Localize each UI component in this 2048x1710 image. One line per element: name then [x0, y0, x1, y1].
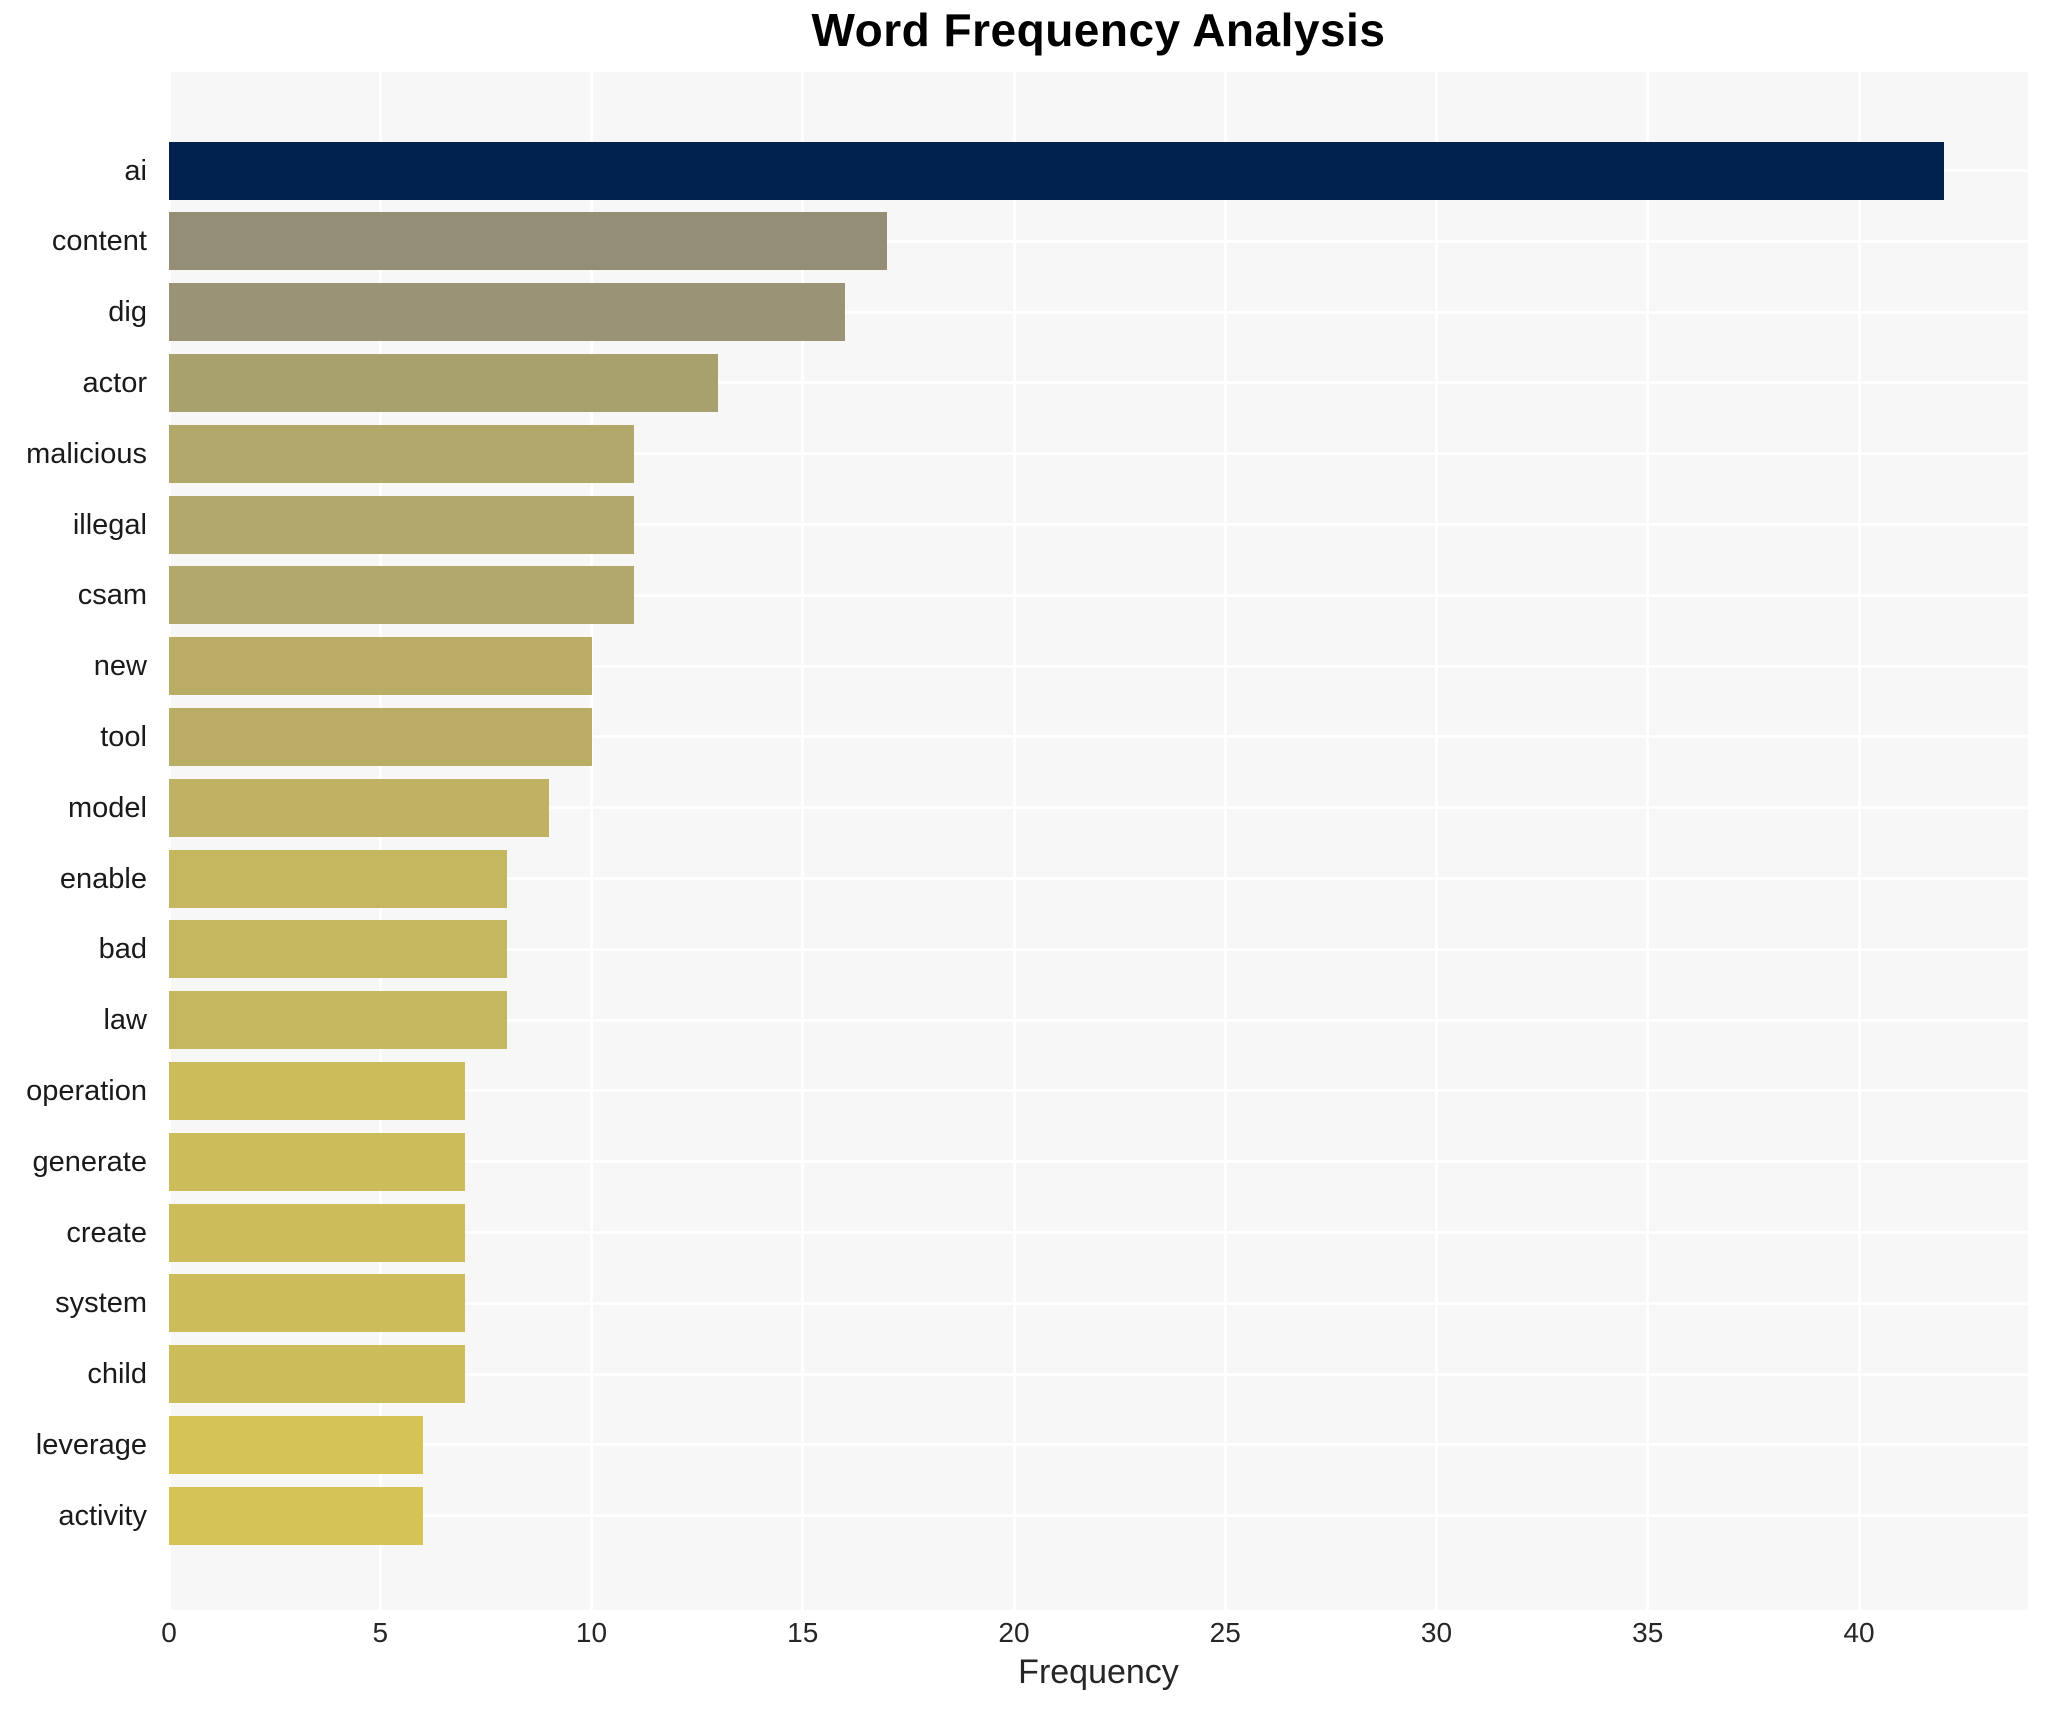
y-tick-label-csam: csam	[77, 579, 147, 612]
gridline-vertical	[167, 72, 171, 1610]
gridline-horizontal	[169, 806, 2028, 810]
x-tick-label: 15	[787, 1617, 819, 1648]
y-tick-label-illegal: illegal	[72, 508, 147, 541]
bar-child	[169, 1345, 465, 1404]
gridline-horizontal	[169, 664, 2028, 668]
y-tick-label-actor: actor	[82, 366, 147, 399]
chart-title: Word Frequency Analysis	[811, 4, 1386, 56]
x-tick-label: 35	[1632, 1617, 1664, 1648]
gridline-horizontal	[169, 1160, 2028, 1164]
gridline-horizontal	[169, 1018, 2028, 1022]
y-tick-label-generate: generate	[32, 1145, 148, 1178]
gridline-vertical	[1857, 72, 1861, 1610]
y-tick-label-bad: bad	[98, 933, 147, 966]
gridline-horizontal	[169, 310, 2028, 314]
bar-activity	[169, 1486, 423, 1545]
bar-bad	[169, 920, 507, 979]
bar-csam	[169, 566, 634, 625]
y-tick-label-ai: ai	[124, 154, 147, 187]
plot-area	[167, 72, 2028, 1610]
x-tick-label: 40	[1843, 1617, 1875, 1648]
gridline-vertical	[1646, 72, 1650, 1610]
gridline-horizontal	[169, 1514, 2028, 1518]
bar-operation	[169, 1061, 465, 1120]
bar-content	[169, 212, 888, 271]
x-tick-label: 5	[372, 1617, 389, 1648]
bar-law	[169, 991, 507, 1050]
gridline-horizontal	[169, 523, 2028, 526]
y-tick-label-activity: activity	[58, 1499, 147, 1532]
gridline-horizontal	[169, 593, 2028, 597]
x-tick-label: 25	[1209, 1617, 1241, 1648]
x-tick-label: 20	[998, 1617, 1030, 1648]
y-tick-label-tool: tool	[100, 720, 147, 753]
y-tick-label-system: system	[55, 1287, 147, 1320]
x-tick-label: 0	[161, 1617, 177, 1648]
bar-illegal	[169, 495, 634, 554]
gridline-horizontal	[169, 1231, 2028, 1234]
gridline-horizontal	[169, 877, 2028, 880]
x-axis-title: Frequency	[1018, 1653, 1179, 1691]
bar-enable	[169, 849, 507, 908]
gridline-horizontal	[169, 735, 2028, 739]
gridline-horizontal	[169, 947, 2028, 951]
gridline-horizontal	[169, 1089, 2028, 1093]
gridline-horizontal	[169, 1443, 2028, 1447]
bar-tool	[169, 707, 592, 766]
y-tick-label-law: law	[103, 1004, 147, 1037]
gridline-vertical	[590, 72, 593, 1610]
gridline-vertical	[1223, 72, 1227, 1610]
y-tick-label-leverage: leverage	[35, 1428, 147, 1461]
gridline-horizontal	[169, 1301, 2028, 1305]
bar-model	[169, 778, 550, 837]
x-tick-label: 10	[575, 1617, 608, 1648]
gridline-vertical	[1435, 72, 1438, 1610]
bar-malicious	[169, 424, 634, 483]
y-tick-label-content: content	[51, 225, 147, 258]
x-tick-label: 30	[1420, 1617, 1453, 1648]
gridline-horizontal	[169, 381, 2028, 385]
y-tick-label-dig: dig	[108, 296, 147, 329]
y-tick-label-child: child	[87, 1358, 147, 1391]
gridline-horizontal	[169, 239, 2028, 243]
bar-leverage	[169, 1415, 423, 1474]
gridline-horizontal	[169, 1372, 2028, 1376]
bar-new	[169, 637, 592, 696]
bar-ai	[169, 141, 1944, 200]
y-tick-label-malicious: malicious	[26, 437, 147, 470]
y-axis-labels: ai content dig actor malicious illegal csam new…	[0, 72, 157, 1610]
bar-dig	[169, 283, 845, 342]
bar-generate	[169, 1132, 465, 1191]
bar-system	[169, 1274, 465, 1333]
bar-actor	[169, 353, 719, 412]
gridline-vertical	[378, 72, 382, 1610]
y-tick-label-model: model	[68, 791, 147, 824]
y-tick-label-create: create	[66, 1216, 147, 1249]
y-tick-label-operation: operation	[26, 1074, 147, 1107]
bar-create	[169, 1203, 465, 1262]
y-tick-label-new: new	[93, 650, 147, 683]
y-tick-label-enable: enable	[59, 862, 147, 895]
gridline-vertical	[801, 72, 805, 1610]
gridline-horizontal	[169, 452, 2028, 456]
gridline-vertical	[1012, 72, 1016, 1610]
